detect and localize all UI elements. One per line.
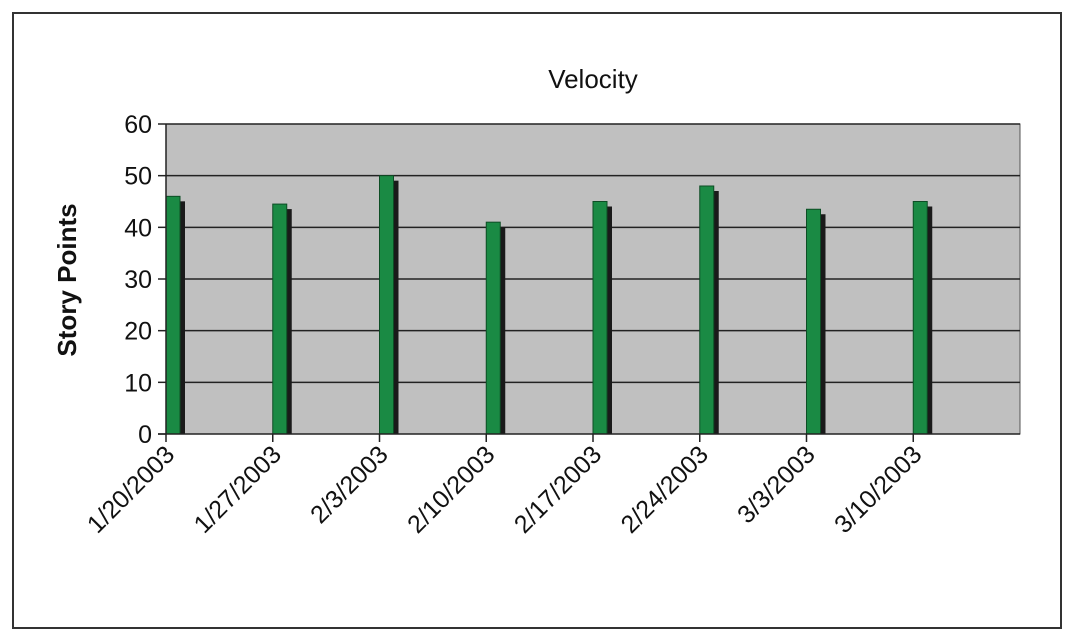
y-tick-label: 60 xyxy=(124,111,152,139)
bar-shadow xyxy=(285,209,292,434)
bar-shadow xyxy=(499,227,506,434)
y-tick-label: 30 xyxy=(124,266,152,294)
y-tick-label: 50 xyxy=(124,163,152,191)
x-tick-label: 2/10/2003 xyxy=(402,440,500,538)
x-tick-label: 1/27/2003 xyxy=(189,440,287,538)
y-tick-label: 20 xyxy=(124,318,152,346)
bar-shadow xyxy=(179,201,185,434)
y-tick-label: 40 xyxy=(124,214,152,242)
x-tick-label: 1/20/2003 xyxy=(82,440,180,538)
y-tick-label: 0 xyxy=(138,421,152,449)
y-tick-label: 10 xyxy=(124,369,152,397)
bar xyxy=(272,203,288,435)
bars xyxy=(165,175,933,435)
bar-shadow xyxy=(819,214,826,434)
x-tick-label: 2/24/2003 xyxy=(616,440,714,538)
bar xyxy=(165,195,181,435)
bar xyxy=(806,208,821,435)
x-tick-label: 2/17/2003 xyxy=(509,440,607,538)
bar xyxy=(699,185,715,435)
chart-title: Velocity xyxy=(548,64,638,94)
bar-shadow xyxy=(712,191,719,434)
x-tick-labels: 1/20/2003 1/27/2003 2/3/2003 2/10/2003 2/17/… xyxy=(82,440,928,538)
y-tick-labels: 0 10 20 30 40 50 60 xyxy=(124,111,152,449)
x-tick-label: 3/10/2003 xyxy=(829,440,927,538)
bar xyxy=(379,175,394,435)
x-tick-label: 3/3/2003 xyxy=(732,440,821,529)
bar xyxy=(485,221,501,435)
bar-shadow xyxy=(392,180,399,434)
bar-shadow xyxy=(606,206,612,434)
bar-shadow xyxy=(926,206,933,434)
bar xyxy=(912,201,928,435)
y-axis-label: Story Points xyxy=(52,203,82,356)
x-tick-label: 2/3/2003 xyxy=(305,440,394,529)
axes xyxy=(158,124,1020,442)
bar xyxy=(592,201,608,435)
